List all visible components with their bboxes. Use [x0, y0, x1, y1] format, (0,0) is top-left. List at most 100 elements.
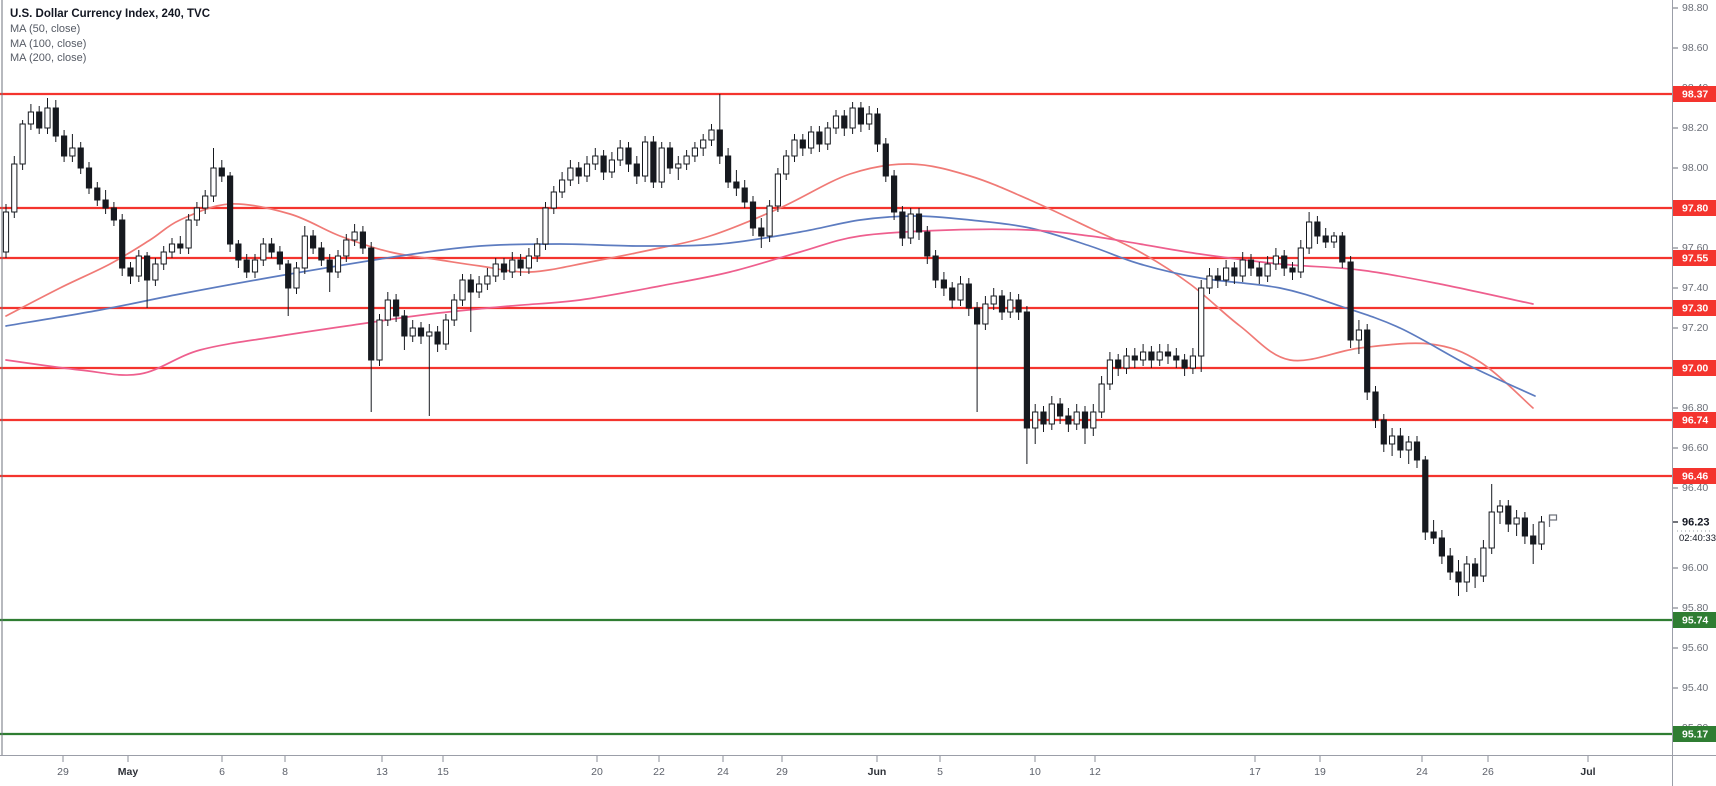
level-price-label	[1673, 360, 1716, 376]
candle-body	[1488, 511, 1495, 549]
last-bar-marker-icon[interactable]	[1548, 514, 1558, 527]
candle-body	[924, 231, 931, 257]
price-tick-label: 96.80	[1682, 402, 1708, 414]
candle-body	[193, 207, 201, 221]
candle-body	[841, 115, 848, 129]
candle-body	[69, 147, 76, 157]
price-tick-label: 98.80	[1682, 2, 1708, 14]
candle-body	[915, 213, 923, 233]
candle-body	[1189, 355, 1197, 369]
candle-body	[1339, 235, 1346, 263]
candle-body	[119, 219, 126, 269]
candle-body	[808, 131, 815, 149]
candle-body	[666, 147, 674, 169]
candle-body	[965, 283, 972, 309]
candle-body	[899, 211, 906, 239]
candle-body	[633, 163, 640, 177]
candle-body	[276, 251, 283, 265]
price-tick-label: 95.40	[1682, 682, 1708, 694]
level-price-label-text: 96.46	[1682, 471, 1708, 483]
candle-body	[725, 155, 732, 183]
candle-body	[318, 247, 325, 261]
time-axis-background[interactable]	[0, 756, 1716, 786]
candle-body	[716, 129, 723, 157]
time-label-day: 8	[282, 766, 288, 778]
level-price-label	[1673, 300, 1716, 316]
candle-body	[393, 299, 400, 317]
candle-body	[1173, 355, 1180, 361]
candle-body	[824, 127, 831, 145]
candle-body	[990, 295, 997, 305]
candle-body	[650, 141, 657, 183]
price-tick-label: 95.60	[1682, 642, 1708, 654]
ma-200-line[interactable]	[5, 228, 1534, 376]
level-price-label	[1673, 86, 1716, 102]
candle-body	[1065, 415, 1072, 425]
candle-body	[1472, 563, 1479, 577]
candle-body	[44, 107, 51, 129]
candle-body	[691, 147, 698, 157]
candle-body	[1380, 419, 1387, 445]
candle-body	[1247, 259, 1255, 269]
legend-item-ma200[interactable]: MA (200, close)	[10, 52, 87, 64]
time-label-day: 17	[1249, 766, 1261, 778]
candle-body	[285, 263, 292, 289]
time-label-day: 24	[1416, 766, 1428, 778]
ma-50-line[interactable]	[5, 163, 1534, 409]
candle-body	[932, 255, 939, 281]
candle-body	[484, 275, 491, 285]
candle-body	[1156, 351, 1163, 361]
candle-body	[1289, 267, 1296, 273]
candle-body	[301, 235, 308, 269]
candle-body	[1140, 351, 1147, 361]
candle-body	[268, 243, 275, 253]
candle-body	[700, 139, 707, 149]
candle-body	[27, 111, 34, 125]
ma-100-line[interactable]	[5, 215, 1536, 397]
candle-body	[791, 139, 798, 157]
legend-item-ma50[interactable]: MA (50, close)	[10, 23, 81, 35]
candle-body	[492, 263, 499, 277]
candle-body	[1131, 355, 1138, 361]
candle-body	[907, 213, 914, 239]
price-axis[interactable]	[1673, 0, 1716, 755]
candle-body	[1496, 505, 1504, 513]
candle-body	[957, 283, 964, 301]
candle-body	[61, 135, 68, 157]
candle-body	[1148, 351, 1155, 361]
candle-body	[1115, 359, 1122, 369]
candle-body	[185, 219, 192, 249]
candle-body	[102, 199, 109, 209]
candle-body	[1090, 411, 1097, 429]
time-label-day: 13	[376, 766, 388, 778]
candle-body	[376, 319, 383, 361]
legend-item-ma100[interactable]: MA (100, close)	[10, 37, 87, 50]
candle-body	[1256, 267, 1263, 277]
candle-body	[617, 147, 624, 161]
candle-body	[451, 299, 458, 321]
candle-body	[882, 143, 889, 177]
time-label-month: May	[118, 766, 139, 778]
candle-body	[1223, 267, 1230, 281]
price-tick-label: 97.40	[1682, 282, 1708, 294]
time-label-month: Jul	[1580, 766, 1595, 778]
candle-body	[1397, 435, 1404, 451]
candle-body	[1355, 329, 1363, 341]
time-axis[interactable]: 29 May 6 8 13 15 20 22 24 29 Jun 5 10 12 17 19 24 26 Jul	[0, 755, 1716, 786]
candle-body	[1314, 221, 1321, 237]
time-label-day: 19	[1314, 766, 1326, 778]
candle-body	[1521, 517, 1529, 537]
candle-body	[799, 139, 806, 149]
candle-body	[1181, 359, 1188, 369]
candle-body	[152, 263, 159, 281]
candle-body	[741, 187, 748, 203]
candle-body	[733, 181, 740, 189]
chart-legend: U.S. Dollar Currency Index, 240, TVC MA …	[10, 6, 210, 66]
candle-body	[251, 259, 259, 273]
candle-body	[85, 167, 93, 189]
candle-body	[409, 327, 416, 337]
time-label-day: 5	[937, 766, 943, 778]
symbol-title[interactable]: U.S. Dollar Currency Index, 240, TVC	[10, 8, 211, 20]
